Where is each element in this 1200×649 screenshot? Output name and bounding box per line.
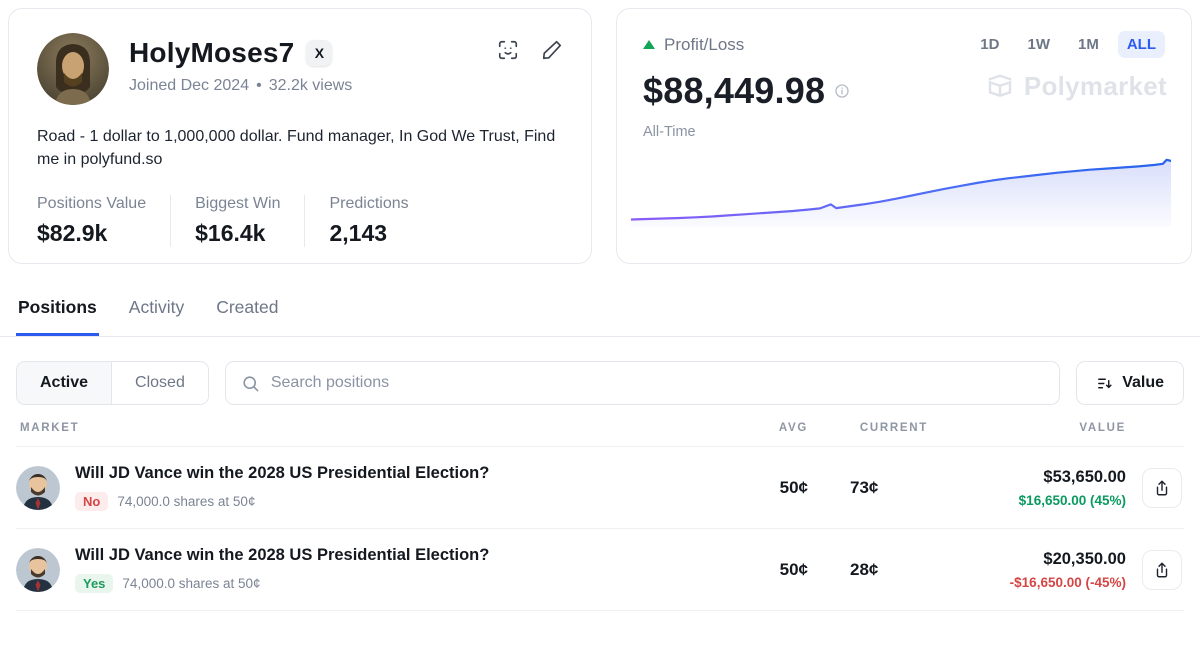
pnl-card: Profit/Loss 1D 1W 1M ALL $88,449.98 All-… xyxy=(616,8,1192,264)
share-export-icon xyxy=(1156,562,1168,577)
segment-closed[interactable]: Closed xyxy=(111,362,208,404)
profile-stats: Positions Value $82.9k Biggest Win $16.4… xyxy=(37,195,563,248)
stat-positions-value: Positions Value $82.9k xyxy=(37,195,147,247)
positions-table: MARKET AVG CURRENT VALUE Will JD Vance w… xyxy=(0,405,1200,611)
share-position-button[interactable] xyxy=(1142,467,1182,508)
segment-active[interactable]: Active xyxy=(17,362,112,404)
search-positions-box xyxy=(224,361,1061,405)
stat-biggest-win: Biggest Win $16.4k xyxy=(170,195,304,248)
joined-date: Joined Dec 2024 xyxy=(129,77,250,94)
range-1d[interactable]: 1D xyxy=(980,36,1000,53)
top-cards: HolyMoses7 X xyxy=(0,0,1200,264)
up-triangle-icon xyxy=(643,40,655,49)
pencil-icon xyxy=(542,40,562,60)
profile-views: 32.2k views xyxy=(268,77,353,94)
polymarket-watermark: Polymarket xyxy=(985,71,1167,102)
search-icon xyxy=(243,375,259,391)
header-avg: AVG xyxy=(778,422,808,434)
avg-price: 50¢ xyxy=(779,559,808,579)
pnl-period: All-Time xyxy=(643,124,696,140)
positions-filter-bar: Active Closed Value xyxy=(0,337,1200,405)
tab-activity[interactable]: Activity xyxy=(128,297,185,317)
pnl-title: Profit/Loss xyxy=(643,35,744,55)
share-position-button[interactable] xyxy=(1142,549,1182,590)
table-row[interactable]: Will JD Vance win the 2028 US Presidenti… xyxy=(16,529,1184,611)
avg-price: 50¢ xyxy=(779,477,808,497)
shares-text: 74,000.0 shares at 50¢ xyxy=(117,494,256,509)
pnl-chart[interactable] xyxy=(631,153,1171,227)
table-header-row: MARKET AVG CURRENT VALUE xyxy=(16,405,1184,447)
position-pnl: $16,650.00 (45%) xyxy=(1018,492,1126,508)
polymarket-logo-icon xyxy=(988,74,1012,97)
profile-avatar xyxy=(37,33,109,105)
position-value: $53,650.00 xyxy=(1043,467,1126,486)
outcome-badge: Yes xyxy=(75,574,114,593)
market-title: Will JD Vance win the 2028 US Presidenti… xyxy=(75,546,490,564)
range-1w[interactable]: 1W xyxy=(1027,36,1050,53)
header-market: MARKET xyxy=(20,422,80,434)
header-current: CURRENT xyxy=(859,422,928,434)
market-title: Will JD Vance win the 2028 US Presidenti… xyxy=(75,464,490,482)
profile-bio: Road - 1 dollar to 1,000,000 dollar. Fun… xyxy=(37,128,556,169)
active-closed-toggle: Active Closed xyxy=(16,361,209,405)
x-social-icon[interactable]: X xyxy=(306,40,333,66)
share-export-icon xyxy=(1156,480,1168,495)
position-pnl: -$16,650.00 (-45%) xyxy=(1009,574,1126,590)
sort-icon xyxy=(1098,378,1112,388)
pnl-range-selector: 1D 1W 1M ALL xyxy=(971,31,1165,58)
scan-icon xyxy=(498,40,518,60)
stat-predictions: Predictions 2,143 xyxy=(304,195,432,248)
tab-positions[interactable]: Positions xyxy=(16,297,99,336)
profile-card: HolyMoses7 X xyxy=(8,8,592,264)
range-all[interactable]: ALL xyxy=(1117,31,1165,58)
info-icon[interactable] xyxy=(834,83,850,99)
range-1m[interactable]: 1M xyxy=(1077,36,1099,53)
pnl-amount: $88,449.98 xyxy=(643,70,826,111)
table-row[interactable]: Will JD Vance win the 2028 US Presidenti… xyxy=(16,447,1184,529)
current-price: 28¢ xyxy=(850,559,879,579)
market-avatar xyxy=(16,547,60,592)
search-positions-input[interactable] xyxy=(270,374,1045,392)
tab-created[interactable]: Created xyxy=(216,297,279,317)
scan-qr-button[interactable] xyxy=(497,39,519,61)
sort-by-value-button[interactable]: Value xyxy=(1076,361,1184,405)
market-avatar xyxy=(16,465,60,510)
edit-profile-button[interactable] xyxy=(541,39,563,61)
current-price: 73¢ xyxy=(850,477,879,497)
dot-separator: • xyxy=(256,77,262,94)
outcome-badge: No xyxy=(75,492,109,511)
profile-tabs: Positions Activity Created xyxy=(0,297,1200,337)
shares-text: 74,000.0 shares at 50¢ xyxy=(122,576,261,591)
header-value: VALUE xyxy=(1079,422,1126,434)
position-value: $20,350.00 xyxy=(1043,549,1126,568)
profile-username: HolyMoses7 xyxy=(129,37,295,68)
